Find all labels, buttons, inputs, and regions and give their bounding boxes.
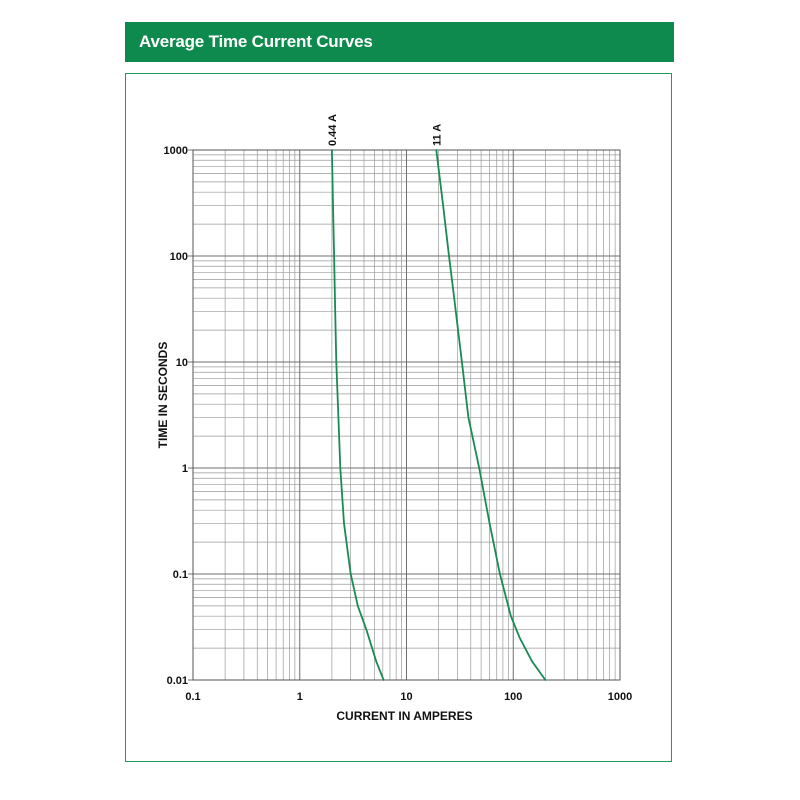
plot-area-border: [192, 149, 621, 681]
series-label-2: 11 A: [431, 124, 443, 146]
chart-frame: [125, 73, 672, 762]
chart-header-title: Average Time Current Curves: [139, 32, 373, 51]
series-curve-1: [331, 149, 385, 681]
y-axis-title: TIME IN SECONDS: [156, 342, 170, 449]
series-curves: [331, 149, 547, 681]
x-tick-labels: 0.1 1 10 100 1000: [185, 691, 632, 703]
y-tick-label: 100: [170, 251, 188, 263]
series-curve-2: [435, 149, 547, 681]
x-tick-label: 0.1: [185, 691, 200, 703]
x-tick-label: 10: [400, 691, 412, 703]
y-tick-label: 1: [182, 463, 188, 475]
x-tick-label: 100: [504, 691, 522, 703]
y-tick-label: 10: [176, 357, 188, 369]
y-tick-label: 0.01: [167, 675, 188, 687]
series-labels: 0.44 A 11 A: [327, 114, 443, 146]
y-tick-label: 1000: [164, 145, 188, 157]
x-axis-title: CURRENT IN AMPERES: [336, 709, 472, 723]
chart-header-bar: Average Time Current Curves: [125, 22, 674, 62]
y-tick-labels: 1000 100 10 1 0.1 0.01: [164, 145, 188, 687]
x-tick-label: 1000: [608, 691, 632, 703]
series-label-1: 0.44 A: [327, 114, 339, 146]
x-tick-label: 1: [297, 691, 303, 703]
grid-major-lines: [188, 149, 621, 681]
y-tick-label: 0.1: [173, 569, 188, 581]
plot-border: [192, 149, 621, 681]
